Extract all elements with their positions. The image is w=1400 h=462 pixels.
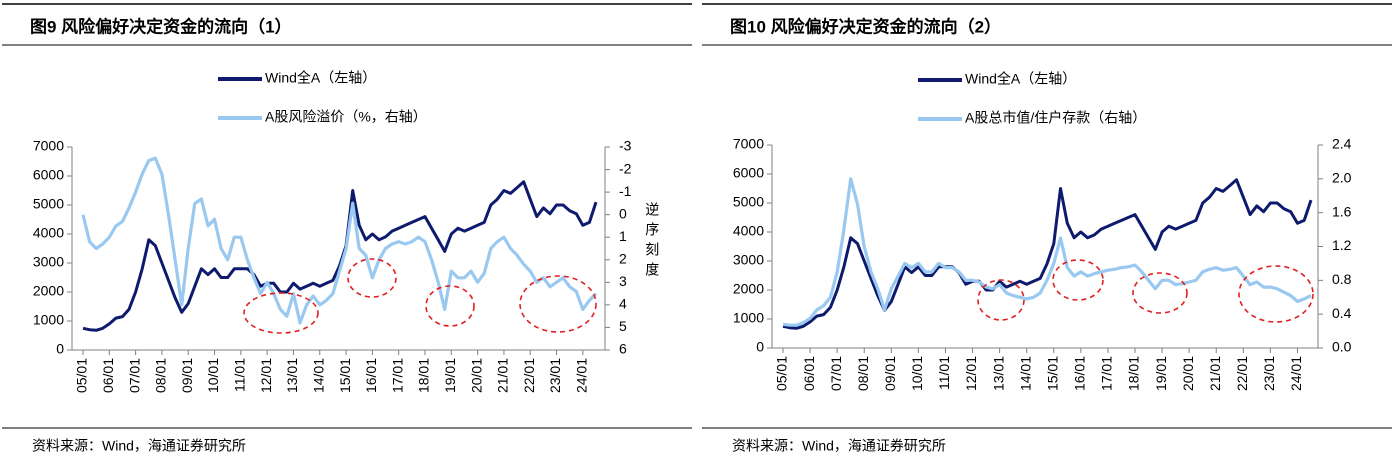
y2-tick-label: 0.0: [1332, 339, 1352, 355]
x-tick-label: 06/01: [801, 356, 817, 391]
chart: 图10 风险偏好决定资金的流向（2） 资料来源：Wind，海通证券研究所 0 1000…: [702, 3, 1392, 454]
x-tick-label: 11/01: [936, 356, 952, 390]
x-tick-label: 19/01: [442, 358, 458, 393]
y2-tick-label: 1.2: [1332, 237, 1352, 253]
y-tick-label: 3000: [33, 254, 64, 270]
x-tick-label: 19/01: [1153, 356, 1169, 391]
y2-tick-label: 6: [619, 341, 627, 357]
y2-tick-label: -3: [619, 138, 632, 154]
x-tick-label: 15/01: [337, 358, 353, 393]
y-tick-label: 2000: [33, 283, 64, 299]
y-tick-label: 5000: [733, 194, 764, 210]
chart: 图9 风险偏好决定资金的流向（1） 资料来源：Wind，海通证券研究所 逆序刻度 0 1…: [2, 3, 692, 454]
x-tick-label: 08/01: [855, 356, 871, 391]
legend-label: Wind全A（左轴）: [965, 71, 1076, 87]
y2-tick-label: 1.6: [1332, 203, 1352, 219]
highlight-ellipse: [1238, 265, 1314, 323]
y-tick-label: 4000: [733, 223, 764, 239]
y2-tick-label: 4: [619, 296, 627, 312]
highlight-ellipse: [243, 292, 319, 334]
x-tick-label: 12/01: [258, 358, 274, 393]
highlight-ellipse: [425, 285, 475, 327]
y-tick-label: 0: [756, 339, 764, 355]
highlight-ellipse: [347, 258, 397, 298]
x-tick-label: 24/01: [574, 358, 590, 393]
y-tick-label: 5000: [33, 196, 64, 212]
x-tick-label: 22/01: [521, 358, 537, 393]
x-tick-label: 24/01: [1288, 356, 1304, 391]
y2-tick-label: -1: [619, 183, 632, 199]
chart-title: 图10 风险偏好决定资金的流向（2）: [730, 16, 1001, 36]
x-tick-label: 06/01: [100, 358, 116, 393]
y-tick-label: 3000: [733, 252, 764, 268]
legend-label: Wind全A（左轴）: [265, 70, 376, 86]
y2-tick-label: 2.4: [1332, 136, 1352, 152]
x-tick-label: 23/01: [1261, 356, 1277, 391]
y2-tick-label: 1: [619, 228, 627, 244]
x-tick-label: 23/01: [547, 358, 563, 393]
x-tick-label: 14/01: [310, 358, 326, 393]
x-tick-label: 12/01: [963, 356, 979, 391]
series-line: [81, 156, 598, 325]
x-tick-label: 07/01: [126, 358, 142, 393]
x-tick-label: 11/01: [232, 358, 248, 392]
highlight-ellipse: [519, 275, 597, 333]
x-tick-label: 16/01: [1072, 356, 1088, 391]
highlight-ellipse: [977, 279, 1025, 321]
y2-tick-label: 2: [619, 250, 627, 266]
annotations: [243, 258, 1314, 334]
highlight-ellipse: [1132, 272, 1188, 314]
y2-tick-label: 2.0: [1332, 170, 1352, 186]
x-tick-label: 21/01: [495, 358, 511, 393]
legend-label: A股总市值/住户存款（右轴）: [965, 110, 1146, 126]
y-tick-label: 1000: [733, 310, 764, 326]
x-tick-label: 14/01: [1017, 356, 1033, 391]
x-tick-label: 13/01: [990, 356, 1006, 391]
source-note: 资料来源：Wind，海通证券研究所: [32, 438, 246, 454]
x-tick-label: 10/01: [909, 356, 925, 391]
highlight-ellipse: [1052, 259, 1104, 301]
x-tick-label: 18/01: [1126, 356, 1142, 391]
y-tick-label: 4000: [33, 225, 64, 241]
series-line: [782, 178, 1313, 330]
x-tick-label: 20/01: [468, 358, 484, 393]
x-tick-label: 10/01: [205, 358, 221, 393]
x-tick-label: 22/01: [1234, 356, 1250, 391]
y2-tick-label: 5: [619, 318, 627, 334]
x-tick-label: 05/01: [74, 358, 90, 393]
x-tick-label: 07/01: [828, 356, 844, 391]
x-tick-label: 17/01: [1099, 356, 1115, 391]
series-line: [782, 177, 1312, 327]
y2-tick-label: 0: [619, 205, 627, 221]
x-tick-label: 09/01: [882, 356, 898, 391]
y-tick-label: 6000: [33, 167, 64, 183]
y-tick-label: 6000: [733, 165, 764, 181]
x-tick-label: 16/01: [363, 358, 379, 393]
y-tick-label: 1000: [33, 312, 64, 328]
source-note: 资料来源：Wind，海通证券研究所: [732, 438, 946, 454]
y-tick-label: 0: [56, 341, 64, 357]
axis-annotation: 逆序刻度: [644, 202, 660, 282]
y-tick-label: 7000: [733, 136, 764, 152]
x-tick-label: 15/01: [1044, 356, 1060, 391]
y2-tick-label: 0.4: [1332, 305, 1352, 321]
x-tick-label: 08/01: [153, 358, 169, 393]
y-tick-label: 2000: [733, 281, 764, 297]
x-tick-label: 18/01: [416, 358, 432, 393]
x-tick-label: 20/01: [1180, 356, 1196, 391]
y2-tick-label: -2: [619, 160, 632, 176]
chart-title: 图9 风险偏好决定资金的流向（1）: [30, 16, 292, 36]
y-tick-label: 7000: [33, 138, 64, 154]
x-tick-label: 17/01: [389, 358, 405, 393]
y2-tick-label: 0.8: [1332, 271, 1352, 287]
x-tick-label: 21/01: [1207, 356, 1223, 391]
x-tick-label: 13/01: [284, 358, 300, 393]
x-tick-label: 09/01: [179, 358, 195, 393]
x-tick-label: 05/01: [774, 356, 790, 391]
y2-tick-label: 3: [619, 273, 627, 289]
legend-label: A股风险溢价（%，右轴）: [265, 109, 427, 125]
